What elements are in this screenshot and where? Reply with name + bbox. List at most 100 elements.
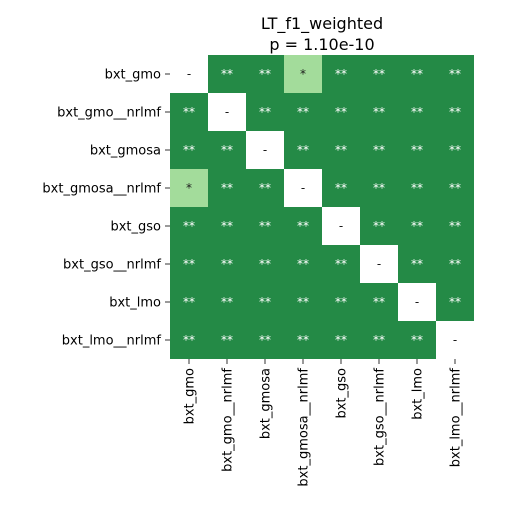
heatmap-cell <box>398 283 436 321</box>
cell-significance-label: ** <box>221 219 233 233</box>
heatmap-cell <box>208 93 246 131</box>
cell-significance-label: ** <box>259 219 271 233</box>
heatmap-cell <box>208 245 246 283</box>
column-tick-label: bxt_gso <box>335 368 350 419</box>
cell-significance-label: ** <box>335 333 347 347</box>
cell-significance-label: ** <box>297 295 309 309</box>
cell-significance-label: - <box>225 105 229 119</box>
heatmap-cell <box>246 207 284 245</box>
cell-significance-label: ** <box>411 257 423 271</box>
heatmap-cell <box>360 131 398 169</box>
heatmap-cell <box>436 93 474 131</box>
cell-significance-label: ** <box>221 333 233 347</box>
cell-significance-label: ** <box>373 143 385 157</box>
heatmap-cell <box>398 55 436 93</box>
cell-significance-label: ** <box>259 181 271 195</box>
heatmap-cell <box>208 169 246 207</box>
heatmap-cell <box>436 131 474 169</box>
heatmap-cell <box>360 55 398 93</box>
cell-significance-label: ** <box>259 295 271 309</box>
heatmap-cell <box>170 131 208 169</box>
heatmap-cell <box>284 169 322 207</box>
heatmap-cell <box>360 93 398 131</box>
heatmap-cell <box>208 321 246 359</box>
heatmap-cell <box>322 93 360 131</box>
heatmap-cell <box>170 321 208 359</box>
heatmap-cell <box>246 245 284 283</box>
heatmap-cell <box>436 321 474 359</box>
cell-significance-label: ** <box>335 257 347 271</box>
cell-significance-label: ** <box>297 105 309 119</box>
heatmap-cell <box>208 131 246 169</box>
heatmap-cell <box>246 131 284 169</box>
heatmap-cell <box>322 207 360 245</box>
heatmap-cell <box>170 169 208 207</box>
cell-significance-label: ** <box>411 143 423 157</box>
column-tick-labels: bxt_gmo bxt_gmo__nrlmf bxt_gmosa bxt_gmosa_… <box>183 359 464 487</box>
cell-significance-label: ** <box>335 143 347 157</box>
heatmap-cell <box>322 169 360 207</box>
chart-subtitle: p = 1.10e-10 <box>269 35 374 54</box>
cell-significance-label: ** <box>449 181 461 195</box>
cell-significance-label: ** <box>411 105 423 119</box>
heatmap-cell <box>246 283 284 321</box>
cell-significance-label: - <box>377 257 381 271</box>
cell-significance-label: ** <box>449 67 461 81</box>
cell-significance-label: ** <box>449 105 461 119</box>
column-tick-label: bxt_gso__nrlmf <box>373 368 388 466</box>
row-tick-label: bxt_lmo__nrlmf <box>62 334 162 349</box>
cell-significance-label: ** <box>449 143 461 157</box>
cell-significance-label: ** <box>297 219 309 233</box>
cell-significance-label: ** <box>297 257 309 271</box>
cell-significance-label: ** <box>411 219 423 233</box>
cell-significance-label: ** <box>259 257 271 271</box>
cell-significance-label: ** <box>183 257 195 271</box>
heatmap-cell <box>360 245 398 283</box>
cell-significance-label: ** <box>449 219 461 233</box>
cell-significance-label: ** <box>259 105 271 119</box>
heatmap-cell <box>360 207 398 245</box>
cell-significance-label: ** <box>449 295 461 309</box>
row-tick-label: bxt_gmosa__nrlmf <box>42 182 161 197</box>
heatmap-cell <box>322 131 360 169</box>
cell-significance-label: ** <box>373 67 385 81</box>
heatmap-cell <box>246 169 284 207</box>
cell-significance-label: ** <box>449 257 461 271</box>
cell-significance-label: ** <box>335 181 347 195</box>
cell-significance-label: ** <box>183 143 195 157</box>
heatmap-cell <box>208 283 246 321</box>
cell-significance-label: - <box>187 67 191 81</box>
heatmap-cell <box>284 93 322 131</box>
heatmap-cell <box>398 321 436 359</box>
heatmap-cell <box>246 93 284 131</box>
cell-significance-label: - <box>301 181 305 195</box>
cell-significance-label: ** <box>259 67 271 81</box>
row-tick-label: bxt_gso <box>110 220 161 235</box>
heatmap-cell <box>284 283 322 321</box>
cell-significance-label: ** <box>411 181 423 195</box>
cell-significance-label: ** <box>335 105 347 119</box>
heatmap-cell <box>360 283 398 321</box>
heatmap-cell <box>398 131 436 169</box>
heatmap-cell <box>170 207 208 245</box>
cell-significance-label: ** <box>183 105 195 119</box>
column-tick-label: bxt_gmosa <box>259 368 274 439</box>
heatmap-cell <box>436 245 474 283</box>
heatmap-cell <box>398 169 436 207</box>
cell-significance-label: ** <box>259 333 271 347</box>
heatmap-cell <box>170 245 208 283</box>
heatmap-cell <box>170 283 208 321</box>
cell-significance-label: - <box>453 333 457 347</box>
cell-significance-label: ** <box>221 67 233 81</box>
cell-significance-label: ** <box>221 143 233 157</box>
column-tick-label: bxt_gmo <box>183 368 198 424</box>
column-tick-label: bxt_gmo__nrlmf <box>221 368 236 472</box>
cell-significance-label: * <box>186 181 192 195</box>
heatmap-cell <box>322 321 360 359</box>
cell-significance-label: ** <box>373 181 385 195</box>
column-tick-label: bxt_gmosa__nrlmf <box>297 368 312 487</box>
cell-significance-label: ** <box>297 143 309 157</box>
heatmap-cell <box>360 169 398 207</box>
cell-significance-label: ** <box>373 295 385 309</box>
